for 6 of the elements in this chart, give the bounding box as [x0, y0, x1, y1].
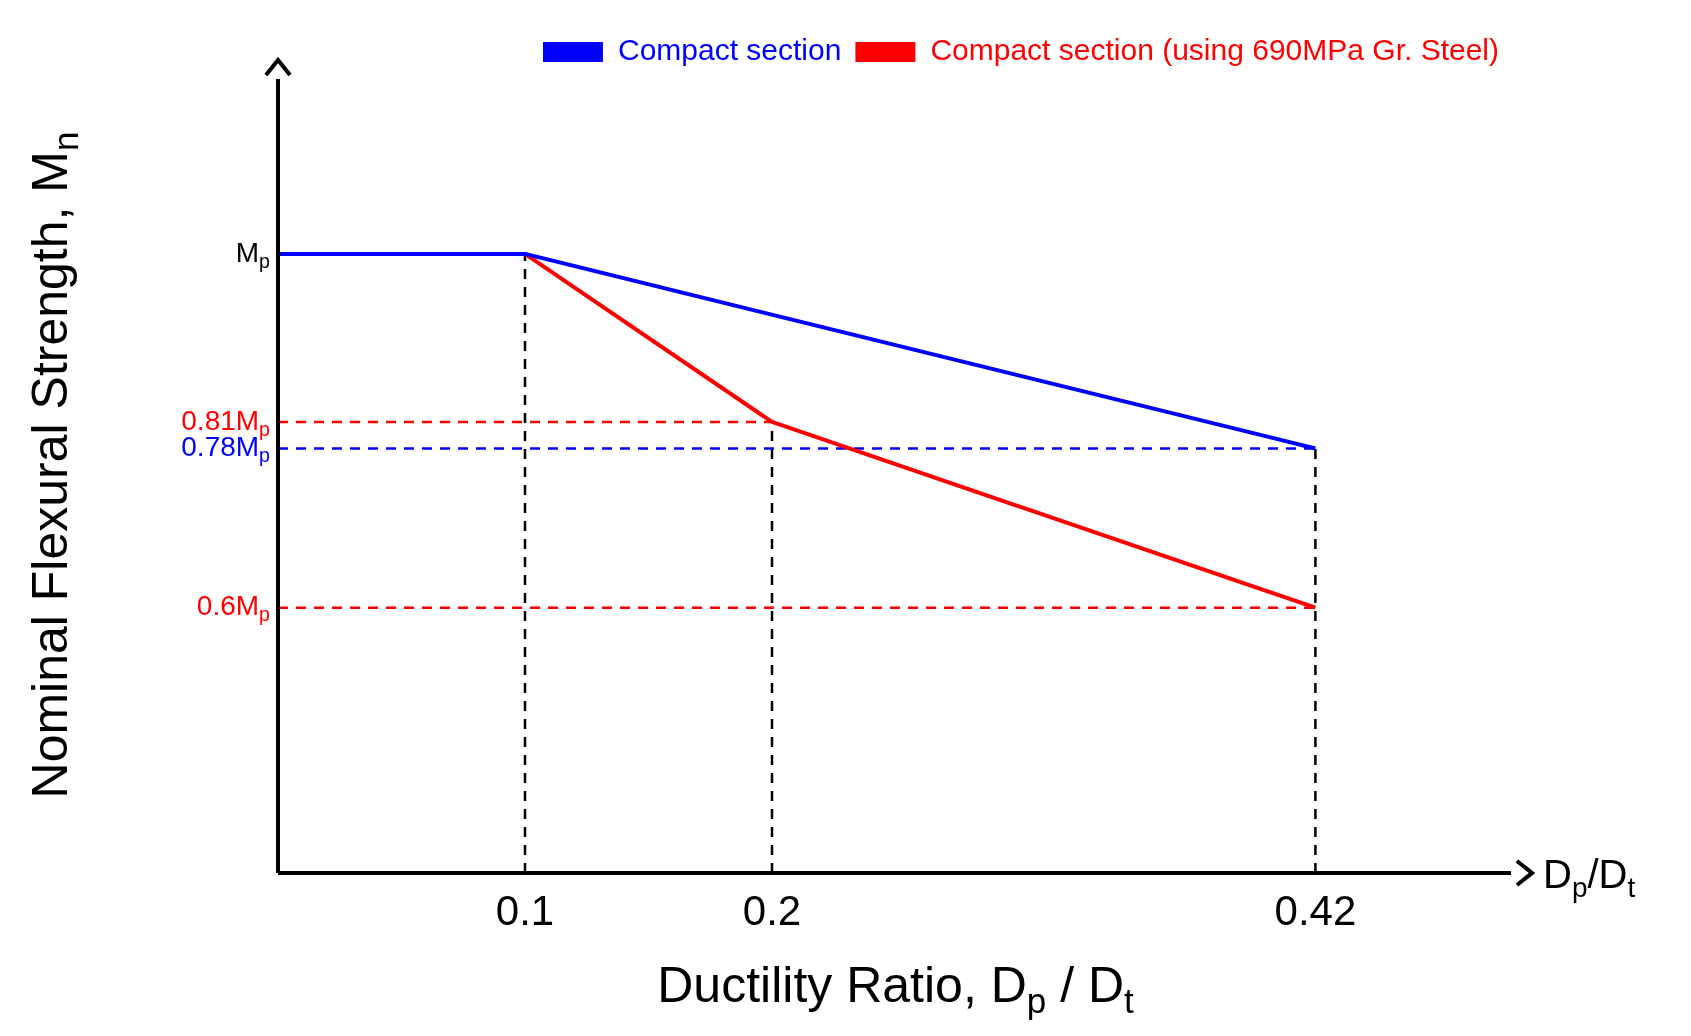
x-tick-label: 0.1	[495, 886, 555, 934]
legend-label: Compact section	[617, 33, 842, 67]
x-tick-label: 0.2	[742, 886, 802, 934]
x-tick-label: 0.42	[1274, 886, 1357, 934]
legend-label: Compact section (using 690MPa Gr. Steel)	[930, 33, 1499, 67]
y-axis-title: Nominal Flexural Strength, Mn	[21, 131, 85, 799]
